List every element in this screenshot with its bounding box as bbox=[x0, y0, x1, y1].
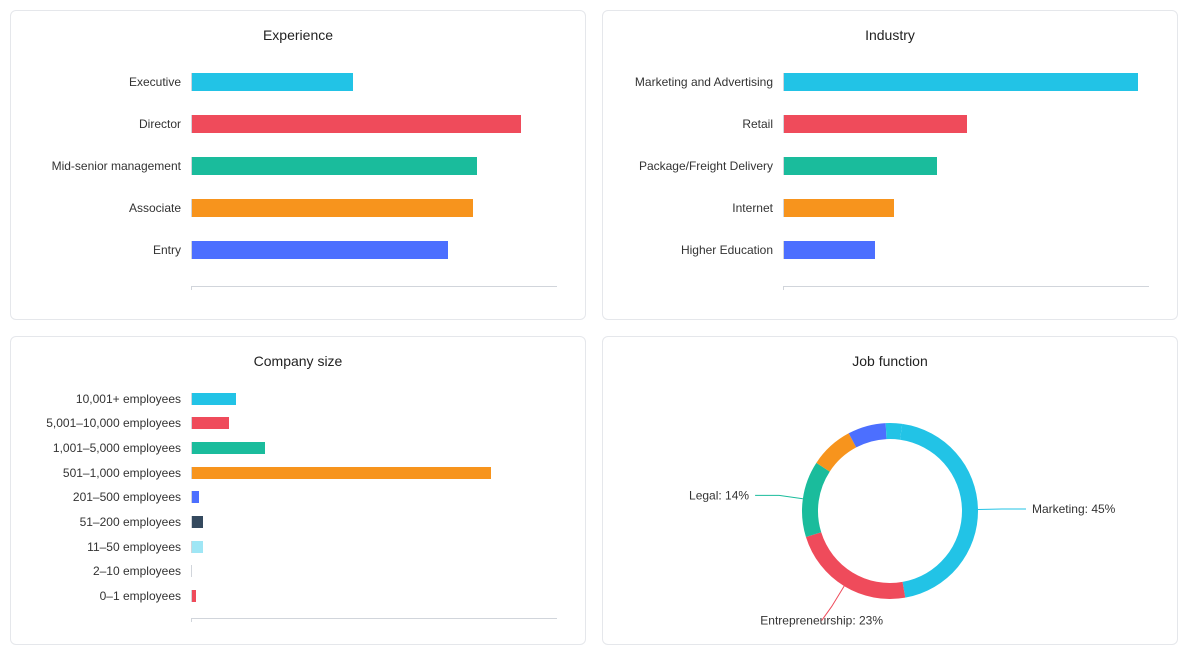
donut-slice-label: Legal: 14% bbox=[689, 489, 749, 503]
bar-label: 1,001–5,000 employees bbox=[27, 441, 191, 455]
bar-track bbox=[191, 541, 557, 553]
panel-industry: Industry Marketing and Advertising Retail… bbox=[602, 10, 1178, 320]
bar-track bbox=[191, 115, 557, 133]
donut-slice bbox=[900, 424, 978, 598]
bar-label: Package/Freight Delivery bbox=[619, 159, 783, 173]
bar-fill bbox=[192, 541, 203, 553]
donut-leader-line bbox=[755, 496, 803, 499]
chart-experience: Executive Director Mid-senior management As… bbox=[23, 61, 573, 303]
donut-slice bbox=[849, 423, 887, 447]
panel-job-function: Job function Marketing: 45% Entrepreneurs… bbox=[602, 336, 1178, 646]
chart-job-function: Marketing: 45% Entrepreneurship: 23% Legal… bbox=[615, 387, 1165, 629]
panel-company-size: Company size 10,001+ employees 5,001–10,0… bbox=[10, 336, 586, 646]
bar-track bbox=[783, 157, 1149, 175]
bar-row: 11–50 employees bbox=[27, 541, 557, 553]
chart-industry: Marketing and Advertising Retail Package/F… bbox=[615, 61, 1165, 303]
donut-slice bbox=[886, 423, 903, 440]
bar-track bbox=[191, 516, 557, 528]
bar-fill bbox=[192, 417, 229, 429]
bar-label: 201–500 employees bbox=[27, 490, 191, 504]
panel-title-job-function: Job function bbox=[615, 353, 1165, 369]
bar-row: 201–500 employees bbox=[27, 491, 557, 503]
bar-row: Package/Freight Delivery bbox=[619, 157, 1149, 175]
bar-fill bbox=[192, 590, 196, 602]
bar-track bbox=[191, 491, 557, 503]
bar-label: 11–50 employees bbox=[27, 540, 191, 554]
bar-row: 501–1,000 employees bbox=[27, 467, 557, 479]
bar-track bbox=[191, 565, 557, 577]
bar-track bbox=[191, 590, 557, 602]
bar-fill bbox=[784, 73, 1138, 91]
donut-slice bbox=[802, 463, 830, 537]
bar-track bbox=[191, 467, 557, 479]
bar-track bbox=[783, 199, 1149, 217]
bar-fill bbox=[192, 73, 353, 91]
bar-track bbox=[783, 73, 1149, 91]
bar-row: Mid-senior management bbox=[27, 157, 557, 175]
panel-experience: Experience Executive Director Mid-senior m… bbox=[10, 10, 586, 320]
bar-row: Higher Education bbox=[619, 241, 1149, 259]
bar-row: Associate bbox=[27, 199, 557, 217]
donut-slice-label: Entrepreneurship: 23% bbox=[760, 614, 883, 627]
bar-label: Mid-senior management bbox=[27, 159, 191, 173]
bar-row: 1,001–5,000 employees bbox=[27, 442, 557, 454]
bar-track bbox=[783, 241, 1149, 259]
bar-label: 2–10 employees bbox=[27, 564, 191, 578]
panel-title-experience: Experience bbox=[23, 27, 573, 43]
bar-track bbox=[783, 115, 1149, 133]
dashboard-grid: Experience Executive Director Mid-senior m… bbox=[10, 10, 1178, 645]
bar-row: 51–200 employees bbox=[27, 516, 557, 528]
bar-row: 2–10 employees bbox=[27, 565, 557, 577]
bar-fill bbox=[192, 157, 477, 175]
bar-fill bbox=[784, 241, 875, 259]
donut-slice bbox=[806, 533, 905, 600]
bar-fill bbox=[784, 199, 894, 217]
bar-track bbox=[191, 393, 557, 405]
bar-fill bbox=[784, 157, 937, 175]
bar-track bbox=[191, 157, 557, 175]
bar-track bbox=[191, 442, 557, 454]
donut-slice-label: Marketing: 45% bbox=[1032, 502, 1116, 516]
bar-row: 0–1 employees bbox=[27, 590, 557, 602]
bar-row: Marketing and Advertising bbox=[619, 73, 1149, 91]
bar-label: 501–1,000 employees bbox=[27, 466, 191, 480]
bar-label: 0–1 employees bbox=[27, 589, 191, 603]
bar-label: Marketing and Advertising bbox=[619, 75, 783, 89]
bar-track bbox=[191, 417, 557, 429]
panel-title-industry: Industry bbox=[615, 27, 1165, 43]
bar-row: Retail bbox=[619, 115, 1149, 133]
bar-label: Associate bbox=[27, 201, 191, 215]
bar-fill bbox=[784, 115, 967, 133]
bar-label: Director bbox=[27, 117, 191, 131]
panel-title-company-size: Company size bbox=[23, 353, 573, 369]
bar-fill bbox=[192, 199, 473, 217]
bar-label: Entry bbox=[27, 243, 191, 257]
donut-slice bbox=[816, 434, 856, 472]
bar-label: 5,001–10,000 employees bbox=[27, 416, 191, 430]
bar-label: 51–200 employees bbox=[27, 515, 191, 529]
bar-row: Executive bbox=[27, 73, 557, 91]
bar-label: 10,001+ employees bbox=[27, 392, 191, 406]
bar-row: Director bbox=[27, 115, 557, 133]
bar-row: Entry bbox=[27, 241, 557, 259]
bar-row: Internet bbox=[619, 199, 1149, 217]
bar-fill bbox=[192, 516, 203, 528]
bar-row: 10,001+ employees bbox=[27, 393, 557, 405]
bar-fill bbox=[192, 115, 521, 133]
bar-track bbox=[191, 199, 557, 217]
bar-track bbox=[191, 241, 557, 259]
bar-fill bbox=[192, 467, 491, 479]
bar-fill bbox=[192, 442, 265, 454]
bar-label: Executive bbox=[27, 75, 191, 89]
bar-label: Retail bbox=[619, 117, 783, 131]
bar-row: 5,001–10,000 employees bbox=[27, 417, 557, 429]
bar-fill bbox=[192, 491, 199, 503]
bar-label: Internet bbox=[619, 201, 783, 215]
bar-label: Higher Education bbox=[619, 243, 783, 257]
chart-company-size: 10,001+ employees 5,001–10,000 employees 1… bbox=[23, 387, 573, 629]
bar-fill bbox=[192, 393, 236, 405]
bar-fill bbox=[192, 241, 448, 259]
bar-track bbox=[191, 73, 557, 91]
